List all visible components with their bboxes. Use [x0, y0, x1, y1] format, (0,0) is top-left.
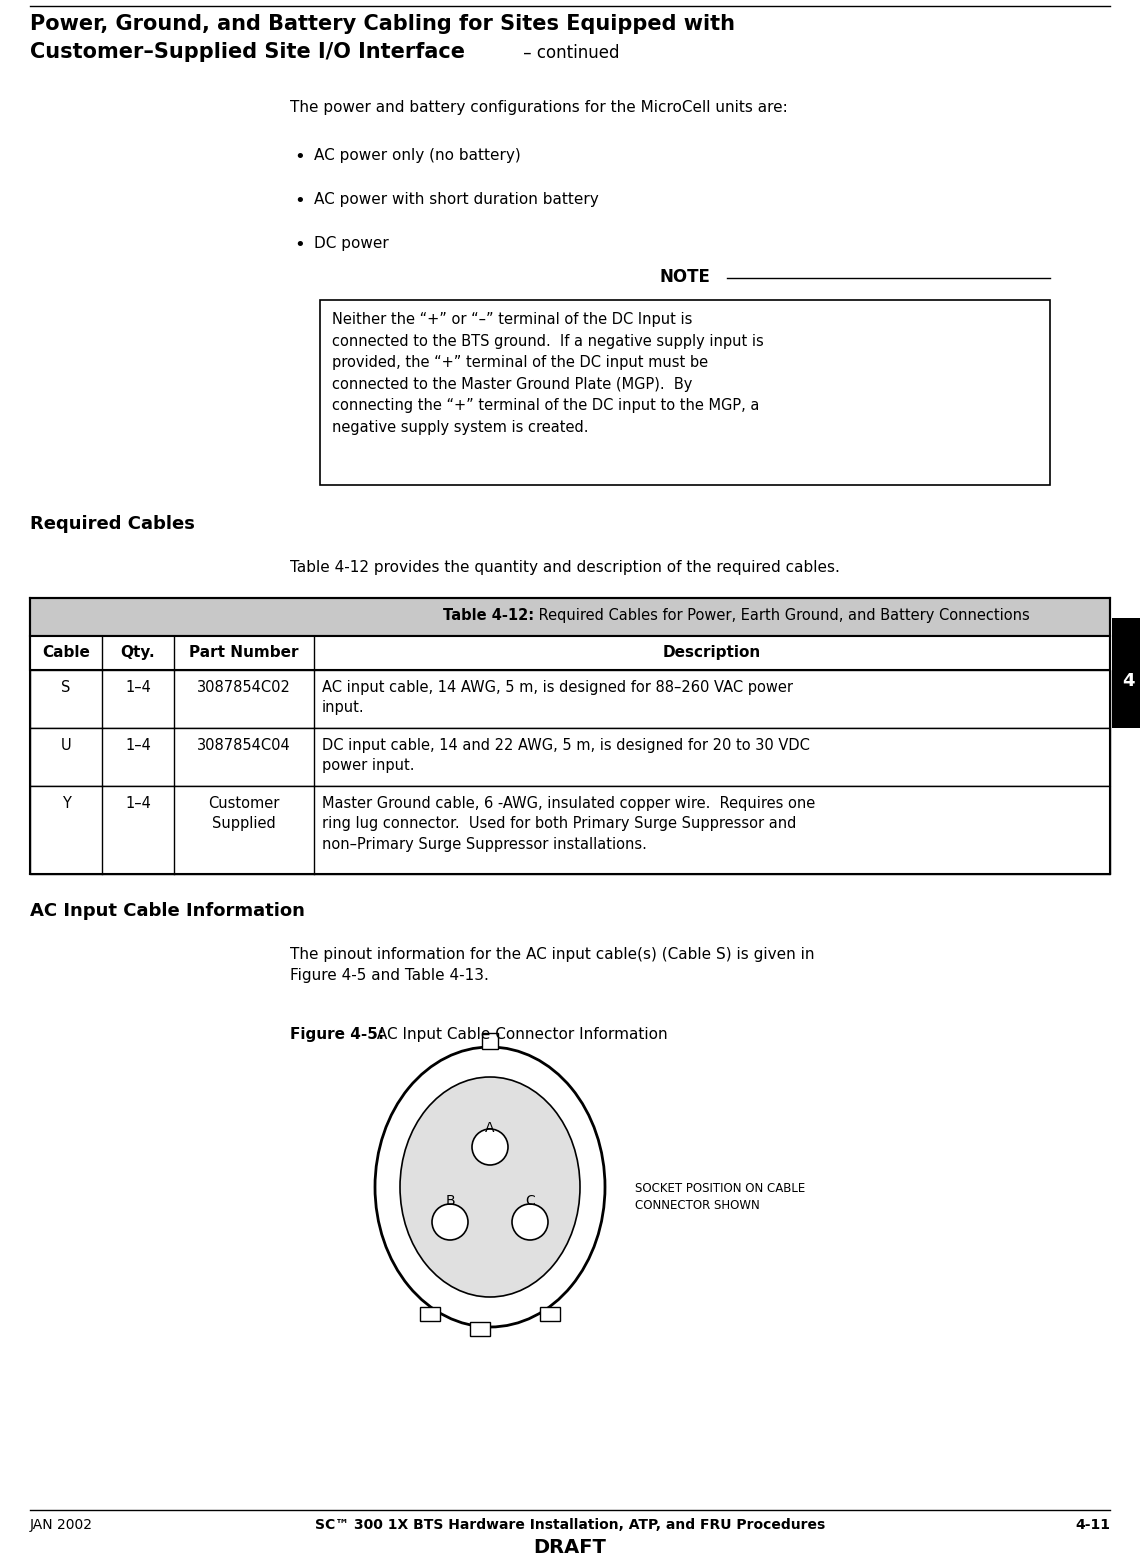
Text: Required Cables: Required Cables [30, 514, 195, 533]
Ellipse shape [400, 1077, 580, 1298]
Bar [1112, 618, 1140, 727]
Bar [30, 598, 1110, 636]
Text: AC power only (no battery): AC power only (no battery) [314, 148, 521, 163]
Text: AC Input Cable Information: AC Input Cable Information [30, 901, 304, 920]
Text: 4: 4 [1122, 671, 1134, 690]
Text: 4-11: 4-11 [1075, 1518, 1110, 1532]
Bar [470, 1322, 490, 1336]
Bar [320, 300, 1050, 485]
Text: JAN 2002: JAN 2002 [30, 1518, 93, 1532]
Text: S: S [62, 681, 71, 695]
Bar [540, 1307, 560, 1321]
Text: Cable: Cable [42, 645, 90, 660]
Text: Y: Y [62, 796, 71, 811]
Text: •: • [294, 193, 304, 210]
Text: 3087854C04: 3087854C04 [197, 738, 291, 754]
Bar [30, 786, 1110, 873]
Text: Customer
Supplied: Customer Supplied [209, 796, 279, 831]
Text: Qty.: Qty. [121, 645, 155, 660]
Bar [30, 727, 1110, 786]
Text: 1–4: 1–4 [125, 738, 150, 754]
Text: DC input cable, 14 and 22 AWG, 5 m, is designed for 20 to 30 VDC
power input.: DC input cable, 14 and 22 AWG, 5 m, is d… [321, 738, 809, 774]
Bar [30, 670, 1110, 727]
Text: U: U [60, 738, 72, 754]
Text: SOCKET POSITION ON CABLE
CONNECTOR SHOWN: SOCKET POSITION ON CABLE CONNECTOR SHOWN [635, 1183, 805, 1212]
Text: Power, Ground, and Battery Cabling for Sites Equipped with: Power, Ground, and Battery Cabling for S… [30, 14, 735, 34]
Circle shape [472, 1130, 508, 1166]
Circle shape [512, 1204, 548, 1240]
Text: Neither the “+” or “–” terminal of the DC Input is
connected to the BTS ground. : Neither the “+” or “–” terminal of the D… [332, 312, 764, 435]
Text: Part Number: Part Number [189, 645, 299, 660]
Text: AC input cable, 14 AWG, 5 m, is designed for 88–260 VAC power
input.: AC input cable, 14 AWG, 5 m, is designed… [321, 681, 793, 715]
Bar [420, 1307, 440, 1321]
Text: AC Input Cable Connector Information: AC Input Cable Connector Information [372, 1027, 668, 1043]
Text: Table 4-12 provides the quantity and description of the required cables.: Table 4-12 provides the quantity and des… [290, 559, 840, 575]
Text: 3087854C02: 3087854C02 [197, 681, 291, 695]
Text: 1–4: 1–4 [125, 681, 150, 695]
Text: Master Ground cable, 6 -AWG, insulated copper wire.  Requires one
ring lug conne: Master Ground cable, 6 -AWG, insulated c… [321, 796, 815, 852]
Text: AC power with short duration battery: AC power with short duration battery [314, 193, 598, 207]
Text: •: • [294, 148, 304, 166]
Text: Customer–Supplied Site I/O Interface: Customer–Supplied Site I/O Interface [30, 42, 465, 62]
Text: B: B [446, 1193, 455, 1207]
Text: Figure 4-5:: Figure 4-5: [290, 1027, 384, 1043]
Text: 1–4: 1–4 [125, 796, 150, 811]
Text: Description: Description [662, 645, 762, 660]
Text: DC power: DC power [314, 236, 389, 252]
Text: •: • [294, 236, 304, 253]
Text: – continued: – continued [518, 44, 619, 62]
Text: The pinout information for the AC input cable(s) (Cable S) is given in
Figure 4-: The pinout information for the AC input … [290, 946, 814, 984]
Text: C: C [526, 1193, 535, 1207]
Circle shape [432, 1204, 469, 1240]
Text: Table 4-12:: Table 4-12: [442, 608, 534, 623]
Text: DRAFT: DRAFT [534, 1538, 606, 1554]
Text: The power and battery configurations for the MicroCell units are:: The power and battery configurations for… [290, 99, 788, 115]
Text: SC™ 300 1X BTS Hardware Installation, ATP, and FRU Procedures: SC™ 300 1X BTS Hardware Installation, AT… [315, 1518, 825, 1532]
Text: Required Cables for Power, Earth Ground, and Battery Connections: Required Cables for Power, Earth Ground,… [534, 608, 1029, 623]
Bar [482, 1033, 498, 1049]
Text: A: A [486, 1120, 495, 1134]
Bar [30, 636, 1110, 670]
Text: NOTE: NOTE [660, 267, 710, 286]
